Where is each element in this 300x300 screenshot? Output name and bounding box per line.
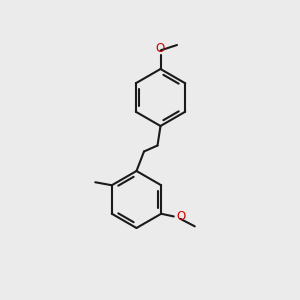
Text: O: O — [177, 210, 186, 223]
Text: O: O — [156, 42, 165, 55]
